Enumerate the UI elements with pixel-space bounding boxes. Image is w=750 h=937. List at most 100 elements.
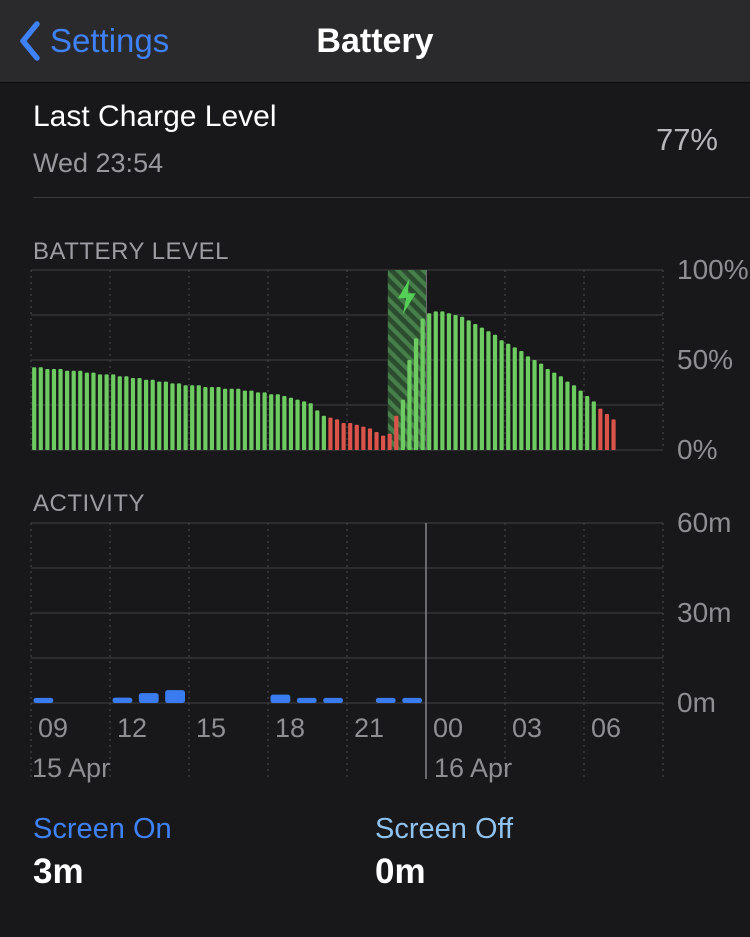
activity-bar [138,693,159,703]
battery-bar [460,316,465,450]
back-button[interactable]: Settings [18,0,169,82]
back-button-label: Settings [50,22,170,59]
activity-bar [402,697,422,703]
battery-bar [84,372,89,450]
x-axis-hour-label: 12 [117,713,148,743]
battery-bar [552,372,557,450]
battery-bar [144,379,149,450]
battery-bar [255,392,261,450]
battery-ytick-0: 0% [677,434,718,465]
battery-bar [91,372,96,450]
last-charge-percent: 77% [655,122,718,157]
battery-bar [558,376,563,450]
activity-ytick-60: 60m [677,507,732,538]
screen-off-label: Screen Off [375,813,514,845]
battery-bar [216,387,221,450]
battery-bar [190,385,195,450]
x-axis-hour-label: 15 [196,713,227,743]
battery-bar [604,414,610,450]
battery-bar [413,338,419,450]
x-axis-date-label: 16 Apr [434,753,513,783]
battery-bar [111,374,116,450]
battery-bar [407,360,412,450]
back-chevron-icon [20,21,40,61]
screen-on-value: 3m [33,852,84,891]
activity-bar [33,697,54,703]
battery-bar [176,383,182,450]
battery-bar [262,392,267,450]
battery-bar [374,432,379,450]
battery-bar [282,396,287,450]
battery-bar [578,390,583,450]
battery-level-chart[interactable] [0,269,750,451]
battery-bar [499,340,504,450]
battery-bar [196,385,201,450]
divider [33,197,750,198]
battery-bar [209,387,215,450]
battery-bar [203,387,208,450]
x-axis-hour-label: 18 [275,713,306,743]
battery-bar [512,347,517,450]
battery-bar [611,419,616,450]
battery-bar [545,369,550,450]
battery-bar [236,388,241,450]
activity-bar [270,694,291,703]
battery-bar [137,378,142,450]
battery-bar [565,381,570,450]
battery-bar [532,360,537,450]
activity-ytick-0: 0m [677,687,716,718]
battery-bar [51,369,57,450]
battery-bar [302,401,307,450]
battery-bar [124,376,129,450]
battery-bar [394,415,399,450]
battery-bar [229,388,234,450]
battery-bar [381,435,386,450]
battery-bar [321,415,326,450]
battery-bar [288,397,294,450]
battery-bar [367,428,373,450]
activity-bar [296,697,317,703]
battery-ytick-50: 50% [677,344,734,375]
battery-bar [130,378,136,450]
x-axis-hour-label: 06 [591,713,622,743]
activity-bar [112,697,133,703]
battery-bar [328,417,333,450]
battery-bar [78,370,83,450]
battery-bar [433,311,438,450]
battery-bar [539,363,544,450]
nav-bar: Settings Battery [0,0,750,83]
battery-bar [150,379,155,450]
activity-ytick-30: 30m [677,597,732,628]
battery-bar [71,370,76,450]
activity-section-header: ACTIVITY [33,490,146,517]
battery-bar [308,403,313,450]
battery-bar [295,399,300,450]
battery-bar [479,327,484,450]
battery-bar [38,367,43,450]
battery-bar [492,334,498,450]
battery-bar [506,343,511,450]
battery-bar [97,374,103,450]
activity-chart[interactable] [0,522,750,783]
battery-bar [170,383,175,450]
battery-bar [249,390,254,450]
x-axis-hour-label: 00 [433,713,464,743]
battery-bar [473,324,478,450]
battery-bar [486,331,491,450]
battery-bar [519,351,524,450]
battery-bar [354,424,359,450]
x-axis-hour-label: 09 [38,713,69,743]
battery-bar [32,367,37,450]
battery-bar [45,369,50,450]
battery-bar [387,433,392,450]
x-axis-hour-label: 21 [354,713,385,743]
battery-level-section-header: BATTERY LEVEL [33,238,229,265]
battery-bar [446,313,452,450]
battery-bar [420,318,425,450]
screen-on-label: Screen On [33,813,172,845]
lightning-bolt-icon [398,279,416,315]
battery-bar [269,394,274,450]
battery-bar [65,370,70,450]
battery-bar [157,381,162,450]
last-charge-title: Last Charge Level [33,100,277,133]
